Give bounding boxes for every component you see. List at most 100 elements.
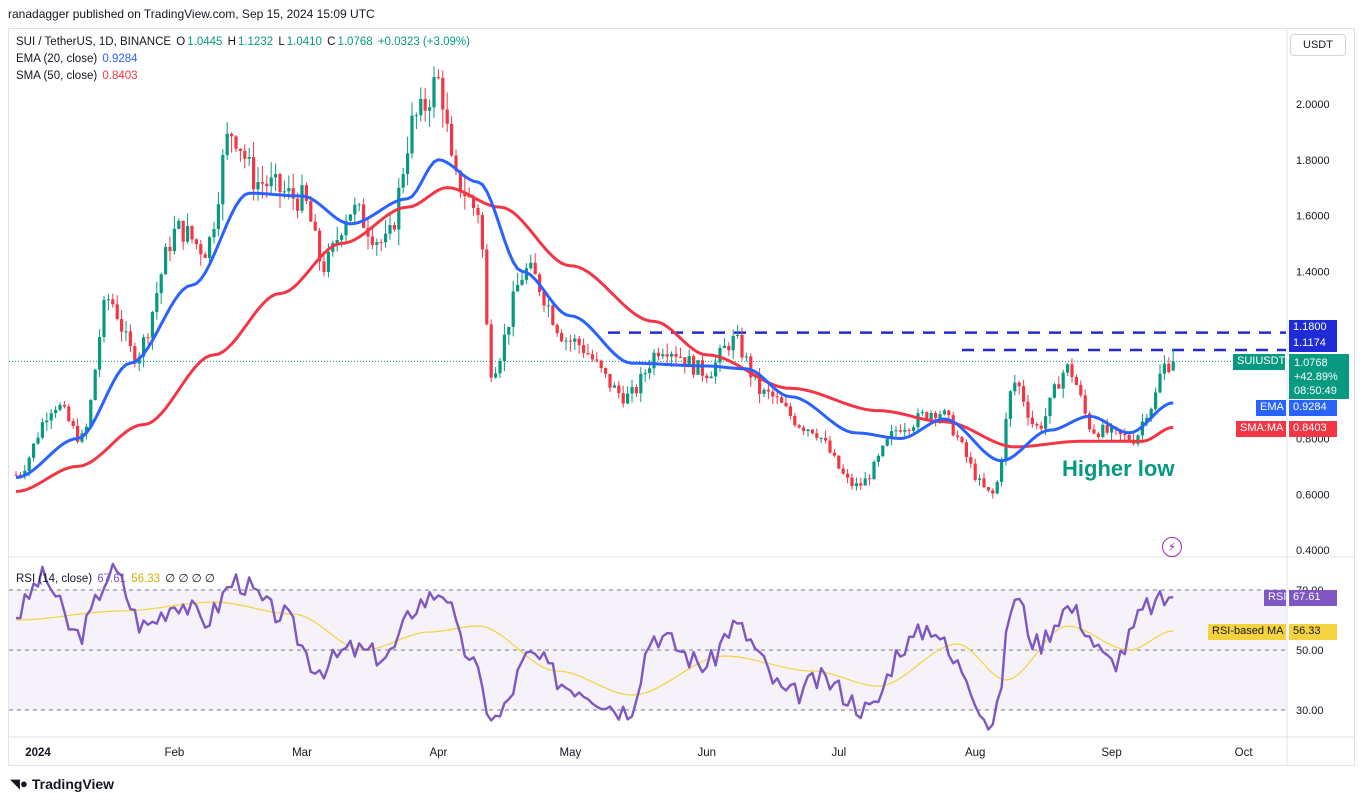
- countdown-value: 08:50:49: [1294, 385, 1337, 397]
- candle-body: [159, 274, 163, 294]
- candle-body: [960, 437, 964, 443]
- candle-body: [168, 246, 172, 252]
- candle-body: [36, 437, 40, 444]
- candle-body: [234, 136, 238, 149]
- candle-body: [810, 429, 814, 434]
- price-tick-label: 2.0000: [1296, 99, 1330, 111]
- candle-body: [881, 445, 885, 456]
- candle-body: [1030, 417, 1034, 425]
- candle-body: [991, 490, 995, 494]
- candle-body: [40, 422, 44, 438]
- candle-body: [1127, 435, 1131, 441]
- candle-body: [489, 324, 493, 378]
- candle-body: [1105, 424, 1109, 433]
- x-tick-label: Sep: [1101, 747, 1121, 759]
- last-price-tag: 1.0768 +42.89% 08:50:49: [1289, 354, 1349, 399]
- candle-body: [749, 356, 753, 378]
- candle-body: [568, 340, 572, 342]
- candle-body: [621, 393, 625, 404]
- candle-body: [648, 368, 652, 374]
- last-price-value: 1.0768: [1294, 357, 1328, 369]
- x-tick-label: Jun: [698, 747, 717, 759]
- ema-tag-label: EMA: [1256, 400, 1286, 416]
- candle-body: [203, 254, 207, 258]
- candle-body: [846, 473, 850, 478]
- candle-body: [265, 183, 269, 187]
- candle-body: [260, 182, 264, 184]
- candle-body: [978, 478, 982, 480]
- candle-body: [1035, 424, 1039, 426]
- candle-body: [872, 461, 876, 480]
- chart-frame[interactable]: [8, 28, 1355, 766]
- candle-body: [788, 406, 792, 417]
- candle-body: [238, 148, 242, 151]
- candle-body: [128, 331, 132, 347]
- candle-body: [58, 404, 62, 410]
- candle-body: [287, 188, 291, 192]
- rsi-ma-line: [16, 601, 1174, 696]
- candle-body: [1171, 361, 1175, 371]
- currency-unit-button[interactable]: USDT: [1290, 34, 1346, 56]
- candle-body: [348, 214, 352, 221]
- candle-body: [45, 420, 49, 423]
- candle-body: [533, 262, 537, 275]
- candle-body: [384, 233, 388, 243]
- candle-body: [353, 204, 357, 215]
- candle-body: [313, 221, 317, 231]
- candle-body: [1026, 401, 1030, 418]
- candle-body: [758, 375, 762, 394]
- candle-body: [326, 251, 330, 273]
- rsi-ma-tag-label: RSI-based MA: [1208, 624, 1286, 640]
- tradingview-logo[interactable]: ◥● TradingView: [10, 776, 114, 792]
- candle-body: [304, 185, 308, 201]
- candle-body: [1167, 363, 1171, 373]
- sma-value: 0.8403: [102, 70, 138, 82]
- ema-label: EMA (20, close): [16, 53, 98, 65]
- x-tick-label: Aug: [965, 747, 985, 759]
- candle-body: [1136, 435, 1140, 444]
- candle-body: [1092, 429, 1096, 434]
- candle-body: [1158, 373, 1162, 393]
- candle-body: [14, 474, 18, 476]
- candle-body: [520, 279, 524, 285]
- last-price-pct: +42.89%: [1294, 371, 1338, 383]
- candle-body: [423, 99, 427, 111]
- high-value: 1.1232: [237, 36, 274, 48]
- candle-body: [142, 337, 146, 357]
- candle-body: [665, 354, 669, 357]
- candle-body: [1017, 382, 1021, 387]
- lightning-icon[interactable]: ⚡: [1162, 537, 1182, 557]
- candle-body: [357, 204, 361, 206]
- candle-body: [643, 373, 647, 375]
- candle-body: [1013, 382, 1017, 392]
- candle-body: [300, 185, 304, 211]
- candle-body: [771, 391, 775, 397]
- candle-body: [560, 333, 564, 342]
- candle-body: [1044, 416, 1048, 429]
- rsi-line: [16, 562, 1174, 731]
- candle-body: [744, 356, 748, 358]
- candle-body: [1022, 386, 1026, 402]
- candle-body: [243, 150, 247, 159]
- candle-body: [907, 429, 911, 431]
- candle-body: [1123, 433, 1127, 436]
- candle-body: [577, 338, 581, 346]
- candle-body: [190, 226, 194, 240]
- candle-body: [133, 346, 137, 364]
- open-label: O: [176, 36, 186, 48]
- candle-body: [661, 354, 665, 357]
- low-value: 1.0410: [286, 36, 322, 48]
- candle-body: [903, 429, 907, 432]
- candle-body: [973, 463, 977, 480]
- candle-body: [476, 208, 480, 216]
- level-tag-1: 1.1800: [1289, 320, 1337, 336]
- candle-body: [419, 99, 423, 116]
- rsi-ma-value: 56.33: [131, 573, 161, 585]
- sma-50-line: [15, 186, 1174, 493]
- symbol-label: SUI / TetherUS, 1D, BINANCE: [16, 36, 172, 48]
- candle-body: [62, 404, 66, 407]
- candle-body: [1008, 391, 1012, 420]
- candle-body: [282, 191, 286, 193]
- candle-body: [441, 77, 445, 110]
